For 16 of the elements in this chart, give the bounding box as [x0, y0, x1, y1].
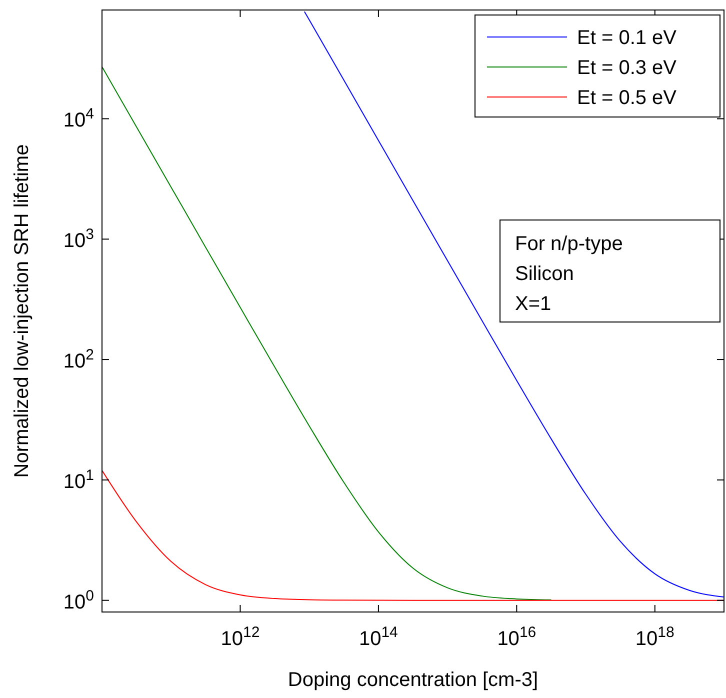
y-tick-label: 10$^{1}$: [63, 466, 94, 493]
y-tick-label: 10$^{2}$: [63, 346, 94, 373]
legend-label: Et = 0.5 eV: [577, 87, 678, 109]
y-tick-label: 10$^{3}$: [63, 226, 94, 252]
x-tick-label: 10$^{14}$: [358, 624, 398, 650]
y-tick-label: 10$^{4}$: [63, 105, 94, 132]
x-tick-label: 10$^{18}$: [635, 624, 674, 650]
y-tick-label: 10$^{0}$: [63, 586, 94, 614]
annotation: For n/p-type Silicon X=1: [515, 233, 623, 315]
x-tick-label: 10$^{16}$: [497, 624, 536, 650]
x-tick-label: 10$^{12}$: [220, 624, 260, 650]
legend-label: Et = 0.1 eV: [577, 27, 678, 49]
note-box: For n/p-type Silicon X=1: [500, 220, 720, 322]
legend-label: Et = 0.3 eV: [577, 57, 678, 79]
y-axis-title: Normalized low-injection SRH lifetime: [11, 144, 33, 478]
x-axis-title: Doping concentration [cm-3]: [288, 669, 538, 691]
